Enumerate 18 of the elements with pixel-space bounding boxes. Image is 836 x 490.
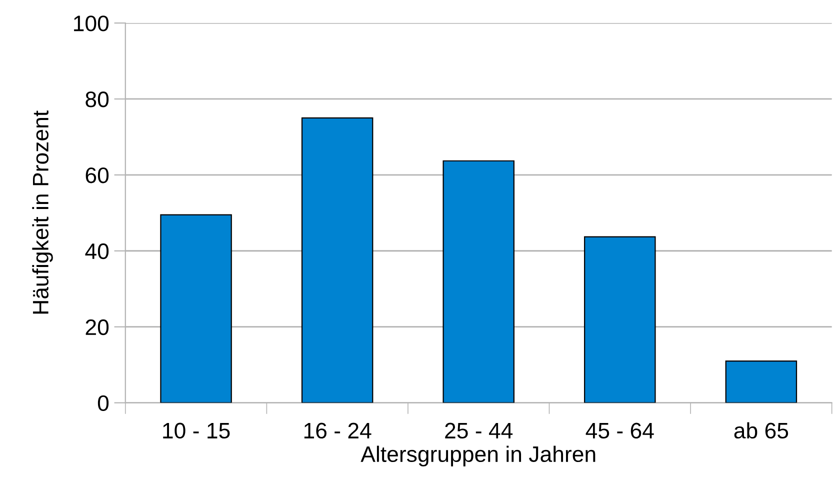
x-tick-label: 45 - 64 [586, 422, 654, 439]
y-tick-label: 80 [86, 92, 109, 108]
y-tick-label: 100 [74, 16, 109, 32]
x-tick-label: 16 - 24 [304, 422, 372, 439]
y-tick-label: 40 [85, 243, 109, 260]
y-tick-label: 0 [98, 395, 109, 412]
x-tick-label: 25 - 44 [445, 422, 513, 439]
bar [301, 117, 374, 403]
y-tick-label: 60 [86, 167, 109, 184]
x-axis-title: Altersgruppen in Jahren [360, 446, 596, 466]
y-axis-title: Häufigkeit in Prozent [32, 110, 53, 314]
bar [584, 236, 656, 403]
bar [442, 160, 514, 403]
y-tick-label: 20 [86, 319, 109, 336]
bar [160, 214, 232, 403]
x-tick-label: ab 65 [734, 422, 788, 439]
bar [725, 360, 798, 403]
x-tick-label: 10 - 15 [163, 422, 230, 439]
